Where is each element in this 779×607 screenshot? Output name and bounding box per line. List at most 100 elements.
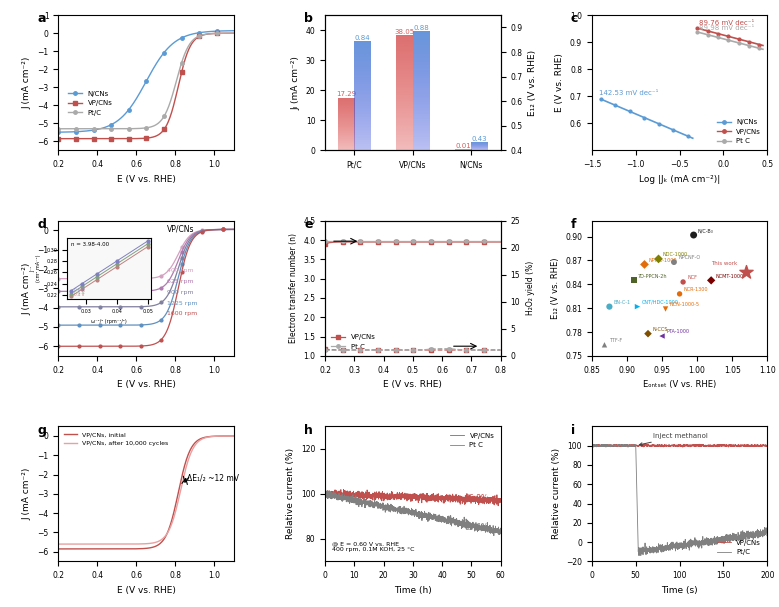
Point bbox=[642, 329, 654, 339]
Pt/C bbox=[758, 529, 767, 536]
Text: g: g bbox=[37, 424, 46, 436]
Text: NPCNF-O: NPCNF-O bbox=[679, 256, 700, 260]
Pt C bbox=[489, 532, 499, 539]
Pt/C bbox=[725, 538, 735, 545]
Text: NCN-1000-5: NCN-1000-5 bbox=[670, 302, 700, 307]
Text: CNT/HDC-1000: CNT/HDC-1000 bbox=[642, 300, 679, 305]
VP/CNs bbox=[379, 239, 389, 246]
Text: NDC-1000: NDC-1000 bbox=[663, 252, 688, 257]
VP/CNs bbox=[587, 441, 597, 449]
Pt/C bbox=[636, 552, 646, 559]
Point bbox=[638, 260, 650, 270]
Pt C bbox=[406, 511, 415, 518]
VP/CNs, after 10,000 cycles bbox=[213, 433, 222, 440]
Text: VP/CNs: VP/CNs bbox=[167, 225, 195, 234]
Pt/C bbox=[763, 529, 772, 536]
Y-axis label: J (mA cm⁻²): J (mA cm⁻²) bbox=[23, 467, 32, 520]
Text: 7D-PPCN-2h: 7D-PPCN-2h bbox=[638, 274, 668, 279]
Pt/C bbox=[622, 441, 631, 448]
VP/CNs, initial bbox=[213, 432, 222, 439]
Text: 89.98 mV dec⁻¹: 89.98 mV dec⁻¹ bbox=[699, 24, 754, 30]
Point bbox=[668, 257, 680, 267]
VP/CNs, initial bbox=[157, 538, 167, 545]
Text: ΔE₁/₂ ~12 mV: ΔE₁/₂ ~12 mV bbox=[187, 473, 239, 483]
Point bbox=[603, 302, 615, 311]
Point bbox=[652, 254, 664, 264]
Text: 625 rpm: 625 rpm bbox=[167, 279, 194, 284]
VP/CNs, after 10,000 cycles bbox=[202, 434, 211, 441]
Y-axis label: J (mA cm⁻²): J (mA cm⁻²) bbox=[23, 262, 32, 314]
VP/CNs bbox=[406, 495, 415, 502]
VP/CNs bbox=[758, 442, 767, 449]
Pt C bbox=[419, 237, 428, 245]
VP/CNs bbox=[668, 442, 677, 449]
Pt C bbox=[401, 506, 411, 514]
Text: 96.8%: 96.8% bbox=[465, 493, 489, 503]
Pt C bbox=[442, 237, 451, 245]
Pt C bbox=[412, 237, 421, 245]
VP/CNs bbox=[695, 441, 704, 448]
VP/CNs bbox=[467, 239, 476, 246]
Text: 89.76 mV dec⁻¹: 89.76 mV dec⁻¹ bbox=[699, 19, 754, 25]
Legend: N/CNs, VP/CNs, Pt C: N/CNs, VP/CNs, Pt C bbox=[714, 117, 764, 147]
Text: 0.43: 0.43 bbox=[472, 136, 488, 142]
X-axis label: Time (s): Time (s) bbox=[661, 586, 698, 595]
Point bbox=[687, 230, 700, 240]
Pt/C bbox=[587, 441, 597, 449]
Line: VP/CNs, after 10,000 cycles: VP/CNs, after 10,000 cycles bbox=[58, 436, 234, 544]
VP/CNs, after 10,000 cycles bbox=[54, 540, 63, 548]
Pt C bbox=[496, 237, 506, 245]
Line: Pt/C: Pt/C bbox=[592, 444, 767, 555]
VP/CNs bbox=[763, 441, 772, 449]
VP/CNs bbox=[758, 441, 767, 449]
Pt/C bbox=[758, 531, 767, 538]
VP/CNs bbox=[339, 486, 348, 493]
VP/CNs bbox=[672, 442, 682, 449]
X-axis label: Time (h): Time (h) bbox=[394, 586, 432, 595]
Legend: VP/CNs, Pt C: VP/CNs, Pt C bbox=[447, 430, 497, 451]
Y-axis label: H₂O₂ yield (%): H₂O₂ yield (%) bbox=[526, 261, 534, 316]
Y-axis label: E₁₂ (V vs. RHE): E₁₂ (V vs. RHE) bbox=[551, 257, 559, 319]
Text: 17.29: 17.29 bbox=[336, 91, 356, 97]
VP/CNs bbox=[491, 498, 500, 505]
Pt C bbox=[320, 237, 330, 245]
VP/CNs, after 10,000 cycles bbox=[158, 535, 167, 542]
VP/CNs, initial bbox=[55, 545, 64, 552]
Text: NPMC-1000: NPMC-1000 bbox=[649, 258, 677, 263]
Pt C bbox=[496, 529, 506, 536]
VP/CNs, initial bbox=[54, 545, 63, 552]
Pt C bbox=[330, 495, 339, 502]
Y-axis label: E (V vs. RHE): E (V vs. RHE) bbox=[555, 53, 565, 112]
Text: c: c bbox=[571, 13, 578, 25]
VP/CNs bbox=[725, 443, 735, 450]
X-axis label: E (V vs. RHE): E (V vs. RHE) bbox=[117, 586, 175, 595]
Text: h: h bbox=[304, 424, 313, 436]
VP/CNs bbox=[596, 443, 605, 450]
Pt/C bbox=[596, 442, 605, 449]
Text: 0.88: 0.88 bbox=[413, 25, 429, 31]
Text: i: i bbox=[571, 424, 575, 436]
Point bbox=[740, 268, 753, 277]
Text: f: f bbox=[571, 218, 576, 231]
Text: 0.01: 0.01 bbox=[455, 143, 471, 149]
Text: 38.05: 38.05 bbox=[395, 29, 414, 35]
Pt C bbox=[491, 526, 500, 534]
Text: @ E = 0.60 V vs. RHE
400 rpm, 0.1M KOH, 25 °C: @ E = 0.60 V vs. RHE 400 rpm, 0.1M KOH, … bbox=[332, 541, 414, 552]
Pt C bbox=[378, 237, 387, 245]
Legend: VP/CNs, Pt C: VP/CNs, Pt C bbox=[329, 331, 379, 353]
Pt C bbox=[465, 237, 474, 245]
VP/CNs bbox=[421, 239, 430, 246]
Text: PTA-1000: PTA-1000 bbox=[666, 329, 689, 334]
Text: a: a bbox=[37, 13, 46, 25]
VP/CNs bbox=[491, 497, 500, 504]
VP/CNs bbox=[320, 240, 330, 248]
VP/CNs bbox=[401, 492, 411, 499]
VP/CNs, initial bbox=[202, 433, 211, 441]
Text: e: e bbox=[304, 218, 312, 231]
Point bbox=[656, 331, 668, 341]
VP/CNs bbox=[459, 495, 468, 503]
Point bbox=[677, 277, 689, 287]
VP/CNs bbox=[391, 239, 400, 246]
Text: 400 rpm: 400 rpm bbox=[167, 268, 194, 273]
Pt C bbox=[491, 529, 500, 536]
